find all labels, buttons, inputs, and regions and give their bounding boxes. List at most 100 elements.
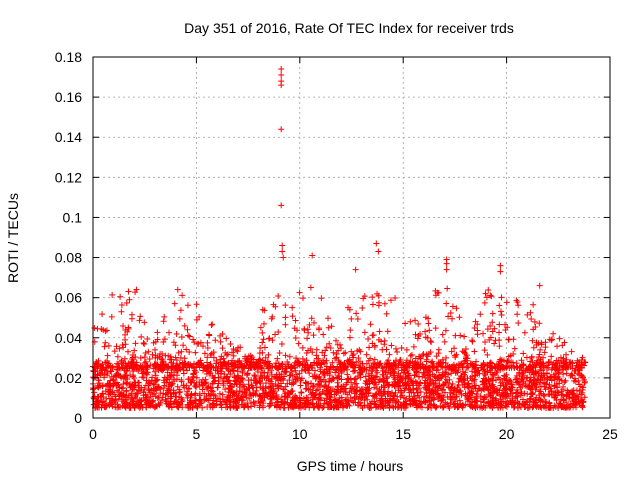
data-point [438,398,445,405]
data-point [453,393,460,400]
data-point [367,400,374,407]
data-point [556,369,563,376]
data-point [527,309,534,316]
data-point [241,401,248,408]
data-point [475,367,482,374]
data-point [118,301,125,308]
data-point [469,338,476,345]
data-point [391,381,398,388]
data-point [190,336,197,343]
data-point [301,400,308,407]
data-point [461,377,468,384]
data-point [229,357,236,364]
data-point [502,400,509,407]
data-point [515,369,522,376]
x-tick-label: 0 [89,426,97,442]
data-point [400,361,407,368]
data-point [535,370,542,377]
x-tick-label: 10 [292,426,308,442]
data-point [143,371,150,378]
data-point [532,402,539,409]
data-point [115,361,122,368]
data-point [235,344,242,351]
data-point [356,364,363,371]
data-point [560,386,567,393]
data-point [299,295,306,302]
data-point [326,396,333,403]
data-point [493,386,500,393]
data-point [90,394,97,401]
data-point [178,377,185,384]
data-point [122,341,129,348]
data-point [581,394,588,401]
data-point [445,384,452,391]
data-point [109,291,116,298]
data-point [99,311,106,318]
data-point [154,395,161,402]
chart-title: Day 351 of 2016, Rate Of TEC Index for r… [184,20,514,36]
data-point [143,396,150,403]
data-point [395,370,402,377]
data-point [129,373,136,380]
data-point [205,383,212,390]
data-point [250,399,257,406]
data-point [489,319,496,326]
data-point [168,356,175,363]
data-point [101,374,108,381]
data-point [325,384,332,391]
data-point [133,402,140,409]
data-point [392,345,399,352]
data-point [94,325,101,332]
data-point [469,337,476,344]
data-point [279,361,286,368]
data-point [515,302,522,309]
data-point [511,345,518,352]
data-point [332,396,339,403]
data-point [500,363,507,370]
data-point [275,293,282,300]
x-tick-label: 5 [193,426,201,442]
data-point [426,327,433,334]
data-point [146,356,153,363]
data-point [472,318,479,325]
data-point [542,339,549,346]
data-point [496,329,503,336]
y-tick-label: 0.1 [63,209,83,225]
data-point [180,382,187,389]
data-point [164,363,171,370]
data-point [179,398,186,405]
data-point [500,393,507,400]
data-point [292,364,299,371]
data-point [185,376,192,383]
data-point [115,395,122,402]
data-point [499,389,506,396]
data-point [424,334,431,341]
data-point [545,364,552,371]
data-point [239,369,246,376]
data-point [410,396,417,403]
data-point [323,366,330,373]
data-point [132,289,139,296]
data-point [118,374,125,381]
data-point [394,379,401,386]
data-point [563,393,570,400]
data-point [346,334,353,341]
data-point [487,292,494,299]
data-point [111,348,118,355]
data-point [517,390,524,397]
data-point [323,357,330,364]
data-point [298,389,305,396]
data-point [305,329,312,336]
data-point [345,375,352,382]
data-point [147,393,154,400]
data-point [137,313,144,320]
data-point [125,288,132,295]
data-point [207,351,214,358]
data-point [176,315,183,322]
data-point [313,387,320,394]
data-point [359,304,366,311]
data-point [406,372,413,379]
data-point [303,349,310,356]
data-point [531,399,538,406]
data-point [125,348,132,355]
